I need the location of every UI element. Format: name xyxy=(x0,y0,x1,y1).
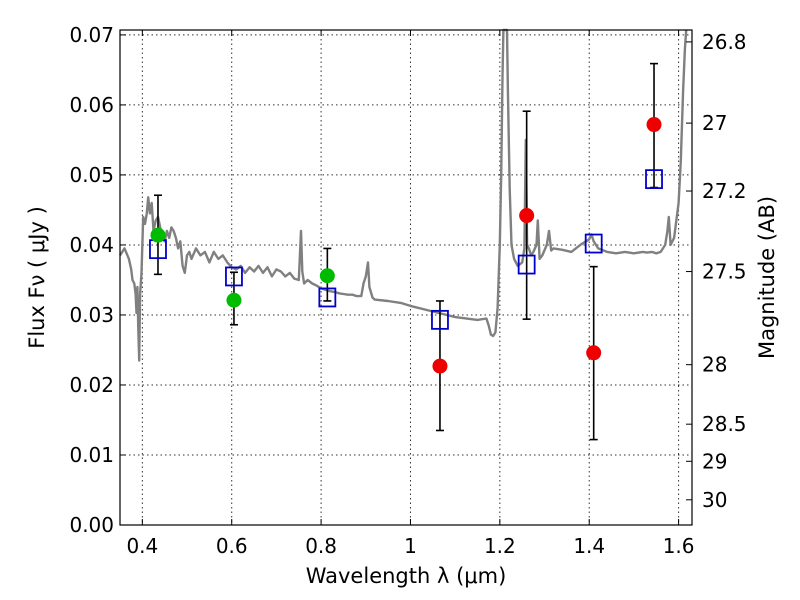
y2-tick-label: 27.5 xyxy=(702,260,747,284)
model-spectrum xyxy=(118,28,688,362)
model-square-marker xyxy=(225,266,243,287)
observed-green-point xyxy=(226,292,242,308)
y-tick-label: 0.05 xyxy=(69,163,114,187)
y2-tick-labels: 26.8 27 27.2 27.5 28 28.5 29 30 xyxy=(702,30,747,512)
y-tick-label: 0.03 xyxy=(69,303,114,327)
observed-green-point xyxy=(150,227,166,243)
grid-lines xyxy=(120,30,692,526)
model-square-marker xyxy=(645,169,663,190)
y2-tick-label: 27 xyxy=(702,111,727,135)
observed-points xyxy=(150,117,662,374)
y2-tick-label: 28 xyxy=(702,353,727,377)
model-square-marker xyxy=(584,233,603,254)
y-axis-title: Flux Fν ( μJy ) xyxy=(25,206,49,349)
tick-marks xyxy=(120,30,692,526)
model-square-marker xyxy=(318,287,337,308)
y-tick-label: 0.02 xyxy=(69,373,114,397)
y-tick-labels: 0.00 0.01 0.02 0.03 0.04 0.05 0.06 0.07 xyxy=(69,23,114,537)
x-tick-label: 1.6 xyxy=(663,534,695,558)
x-tick-label: 0.6 xyxy=(216,534,248,558)
y-tick-label: 0.07 xyxy=(69,23,114,47)
plot-frame xyxy=(119,29,693,526)
error-bars xyxy=(153,62,659,441)
spectrum-line xyxy=(118,28,688,362)
observed-red-point xyxy=(586,345,602,361)
y-tick-label: 0.06 xyxy=(69,93,114,117)
x-tick-labels: 0.4 0.6 0.8 1 1.2 1.4 1.6 xyxy=(126,534,694,558)
x-tick-label: 1.2 xyxy=(484,534,516,558)
y2-tick-label: 26.8 xyxy=(702,30,747,54)
model-bandpass-points xyxy=(149,169,663,330)
observed-green-point xyxy=(319,268,335,284)
observed-red-point xyxy=(432,358,448,374)
x-tick-label: 0.4 xyxy=(126,534,158,558)
model-square-marker xyxy=(431,309,449,330)
y2-tick-label: 30 xyxy=(702,488,727,512)
y2-tick-label: 29 xyxy=(702,449,727,473)
y-tick-label: 0.01 xyxy=(69,443,114,467)
x-axis-title: Wavelength λ (μm) xyxy=(306,564,507,588)
y-tick-label: 0.00 xyxy=(69,513,114,537)
y2-tick-label: 27.2 xyxy=(702,179,747,203)
observed-red-point xyxy=(519,208,535,224)
y2-axis-title: Magnitude (AB) xyxy=(755,196,779,359)
model-square-marker xyxy=(517,254,536,275)
x-tick-label: 0.8 xyxy=(305,534,337,558)
y-tick-label: 0.04 xyxy=(69,233,114,257)
x-tick-label: 1.4 xyxy=(573,534,605,558)
x-tick-label: 1 xyxy=(404,534,417,558)
observed-red-point xyxy=(646,117,662,133)
y2-tick-label: 28.5 xyxy=(702,412,747,436)
